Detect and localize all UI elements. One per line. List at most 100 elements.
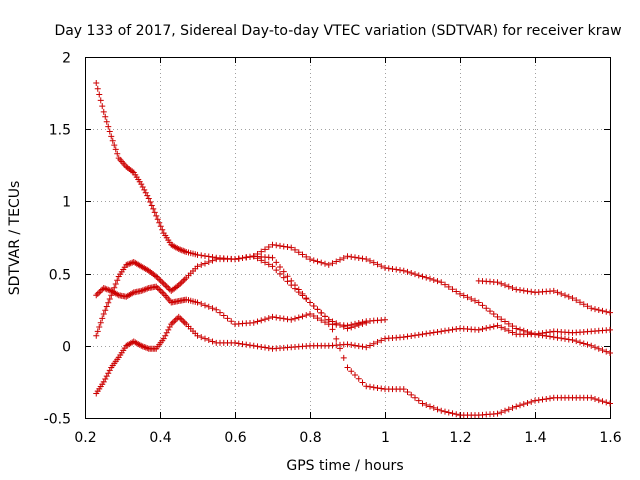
data-point bbox=[114, 150, 121, 157]
data-point bbox=[370, 259, 377, 266]
data-point bbox=[475, 326, 482, 333]
data-point bbox=[607, 309, 613, 316]
data-point bbox=[162, 332, 169, 339]
y-tick-label: 1 bbox=[62, 195, 71, 211]
data-point bbox=[114, 277, 121, 284]
data-point bbox=[344, 364, 351, 371]
data-point bbox=[344, 341, 351, 348]
data-point bbox=[154, 285, 161, 292]
data-point bbox=[498, 316, 505, 323]
data-point bbox=[423, 330, 430, 337]
data-point bbox=[269, 263, 276, 270]
data-point bbox=[528, 288, 535, 295]
data-point bbox=[97, 97, 104, 104]
data-point bbox=[307, 311, 313, 318]
data-point bbox=[438, 328, 445, 335]
data-point bbox=[168, 321, 175, 328]
data-point bbox=[94, 328, 101, 335]
data-point bbox=[96, 324, 103, 331]
data-point bbox=[284, 278, 291, 285]
y-axis-label: SDTVAR / TECUs bbox=[7, 181, 23, 296]
data-point bbox=[607, 400, 613, 407]
data-point bbox=[592, 395, 598, 402]
data-point bbox=[105, 370, 112, 377]
series-series-1 bbox=[93, 79, 613, 357]
data-point bbox=[352, 342, 358, 349]
data-point bbox=[273, 314, 280, 321]
data-point bbox=[103, 118, 110, 125]
data-point bbox=[588, 342, 595, 349]
data-point bbox=[494, 322, 501, 329]
data-point bbox=[273, 242, 280, 249]
data-point bbox=[565, 336, 572, 343]
data-point bbox=[505, 283, 512, 290]
data-point bbox=[284, 316, 291, 323]
data-point bbox=[198, 252, 205, 259]
data-point bbox=[277, 242, 283, 249]
data-point bbox=[415, 331, 422, 338]
data-point bbox=[247, 342, 253, 349]
data-point bbox=[277, 263, 283, 270]
data-point bbox=[547, 395, 553, 402]
data-point bbox=[577, 339, 583, 346]
data-points bbox=[93, 79, 613, 419]
data-point bbox=[318, 309, 325, 316]
data-point bbox=[160, 280, 167, 287]
data-point bbox=[318, 317, 325, 324]
data-point bbox=[517, 287, 523, 294]
data-point bbox=[112, 280, 119, 287]
data-point bbox=[550, 287, 557, 294]
data-point bbox=[513, 325, 520, 332]
data-point bbox=[490, 311, 497, 318]
data-point bbox=[163, 283, 170, 290]
data-point bbox=[520, 287, 527, 294]
data-point bbox=[558, 290, 565, 297]
data-point bbox=[457, 290, 463, 297]
data-point bbox=[498, 280, 505, 287]
data-point bbox=[535, 330, 542, 337]
data-point bbox=[288, 316, 295, 323]
data-point bbox=[344, 253, 351, 260]
data-point bbox=[539, 396, 546, 403]
data-point bbox=[573, 338, 580, 345]
data-point bbox=[595, 306, 602, 313]
data-point bbox=[340, 323, 347, 330]
data-point bbox=[105, 299, 112, 306]
data-point bbox=[299, 251, 306, 258]
data-point bbox=[157, 223, 164, 230]
data-point bbox=[367, 257, 373, 264]
series-series-2 bbox=[93, 283, 388, 329]
data-point bbox=[109, 288, 116, 295]
data-point bbox=[333, 320, 340, 327]
data-point bbox=[509, 285, 516, 292]
data-point bbox=[404, 333, 411, 340]
data-point bbox=[100, 311, 107, 318]
x-tick-label: 0.4 bbox=[149, 430, 171, 446]
data-point bbox=[262, 259, 268, 266]
data-point bbox=[449, 286, 456, 293]
data-point bbox=[202, 302, 208, 309]
data-point bbox=[194, 332, 201, 339]
data-point bbox=[156, 276, 163, 283]
data-point bbox=[142, 189, 149, 196]
data-point bbox=[442, 408, 448, 415]
data-point bbox=[397, 267, 403, 274]
data-point bbox=[524, 288, 531, 295]
data-point bbox=[588, 394, 595, 401]
data-point bbox=[445, 327, 452, 334]
data-point bbox=[93, 332, 100, 339]
data-point bbox=[363, 383, 370, 390]
data-point bbox=[404, 389, 411, 396]
data-point bbox=[105, 123, 112, 130]
data-point bbox=[337, 345, 343, 352]
x-tick-label: 1.4 bbox=[524, 430, 546, 446]
data-point bbox=[258, 343, 265, 350]
data-point bbox=[254, 318, 261, 325]
data-point bbox=[243, 341, 250, 348]
data-point bbox=[513, 286, 520, 293]
data-point bbox=[352, 254, 358, 261]
data-point bbox=[498, 409, 505, 416]
data-point bbox=[102, 113, 109, 120]
data-point bbox=[269, 241, 276, 248]
data-point bbox=[154, 216, 161, 223]
